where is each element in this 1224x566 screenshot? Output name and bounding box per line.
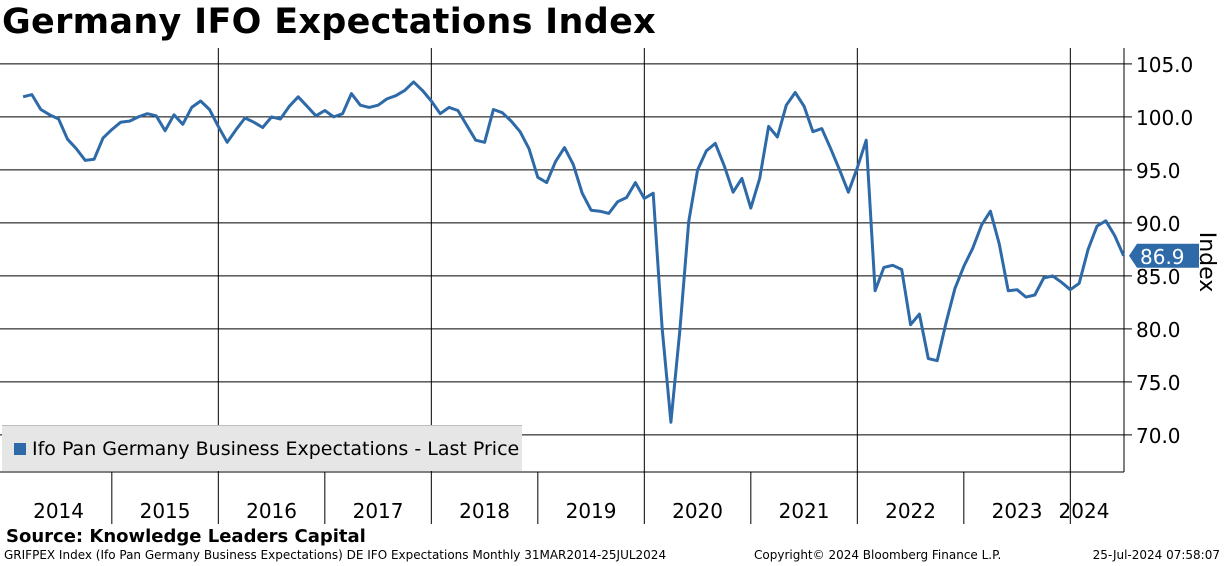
y-tick-label: 85.0 (1136, 265, 1181, 289)
y-tick-label: 90.0 (1136, 212, 1181, 236)
legend: Ifo Pan Germany Business Expectations - … (2, 425, 522, 471)
x-tick-label: 2023 (992, 499, 1043, 523)
x-tick-label: 2014 (33, 499, 84, 523)
x-tick-label: 2019 (566, 499, 617, 523)
x-tick-label: 2017 (353, 499, 404, 523)
x-tick-label: 2020 (672, 499, 723, 523)
series-layer (22, 80, 1125, 424)
y-tick-label: 100.0 (1136, 106, 1193, 130)
y-axis: 70.0 75.0 80.0 85.0 90.0 95.0 100.0 105.0 (1123, 48, 1193, 472)
x-tick-label: 2016 (246, 499, 297, 523)
y-tick-label: 105.0 (1136, 53, 1193, 77)
y-tick-label: 80.0 (1136, 318, 1181, 342)
legend-label: Ifo Pan Germany Business Expectations - … (32, 438, 520, 460)
x-tick-label: 2022 (885, 499, 936, 523)
x-axis-year-ticks: 2014 2015 2016 2017 2018 2019 2020 2021 2022 2023… (0, 471, 1124, 524)
footer-copyright: Copyright© 2024 Bloomberg Finance L.P. (754, 548, 1002, 562)
grid-lines (0, 48, 1124, 472)
series-line (22, 80, 1125, 424)
x-tick-label: 2015 (140, 499, 191, 523)
x-tick-label: 2024 (1059, 499, 1110, 523)
last-value-marker: 86.9 (1129, 243, 1199, 269)
footer-timestamp: 25-Jul-2024 07:58:07 (1092, 548, 1220, 562)
x-tick-label: 2021 (779, 499, 830, 523)
chart-title: Germany IFO Expectations Index (2, 2, 656, 42)
last-value-label: 86.9 (1140, 245, 1185, 269)
y-tick-label: 75.0 (1136, 371, 1181, 395)
legend-swatch (14, 443, 26, 455)
footer-description: GRIFPEX Index (Ifo Pan Germany Business … (4, 548, 667, 562)
y-tick-label: 70.0 (1136, 424, 1181, 448)
source-note: Source: Knowledge Leaders Capital (6, 526, 366, 547)
y-axis-label: Index (1194, 232, 1219, 293)
y-tick-label: 95.0 (1136, 159, 1181, 183)
x-tick-label: 2018 (459, 499, 510, 523)
last-value-badge (1129, 243, 1199, 268)
